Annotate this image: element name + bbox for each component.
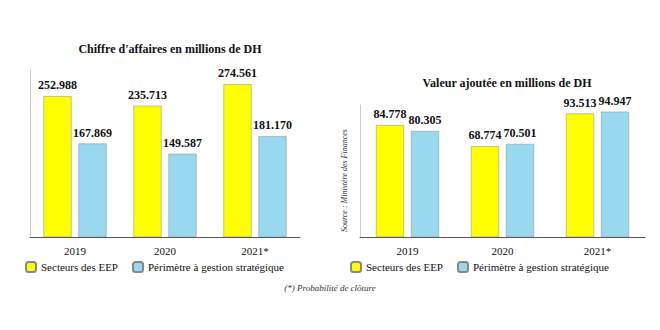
svg-text:84.778: 84.778 (374, 107, 407, 121)
svg-text:2021*: 2021* (584, 245, 612, 257)
svg-text:2020: 2020 (492, 245, 515, 257)
svg-text:167.869: 167.869 (73, 126, 112, 140)
svg-text:70.501: 70.501 (504, 126, 537, 140)
svg-text:Chiffre d'affaires en millions: Chiffre d'affaires en millions de DH (78, 42, 262, 56)
svg-text:93.513: 93.513 (564, 96, 597, 110)
svg-text:2019: 2019 (64, 245, 87, 257)
svg-text:94.947: 94.947 (599, 94, 632, 108)
svg-text:Secteurs des EEP: Secteurs des EEP (41, 261, 118, 273)
svg-text:2021*: 2021* (241, 245, 269, 257)
svg-text:Périmètre à gestion stratégiqu: Périmètre à gestion stratégique (473, 261, 609, 273)
svg-text:Secteurs des EEP: Secteurs des EEP (366, 261, 443, 273)
svg-text:181.170: 181.170 (253, 118, 292, 132)
svg-text:(*) Probabilité de clôture: (*) Probabilité de clôture (284, 283, 376, 293)
svg-text:Source : Ministère des Finance: Source : Ministère des Finances (340, 129, 349, 232)
svg-text:Valeur ajoutée en millions de: Valeur ajoutée en millions de DH (422, 76, 592, 90)
svg-text:235.713: 235.713 (128, 88, 167, 102)
svg-text:2019: 2019 (397, 245, 420, 257)
svg-text:274.561: 274.561 (218, 66, 257, 80)
svg-text:252.988: 252.988 (38, 78, 77, 92)
svg-text:149.587: 149.587 (163, 136, 202, 150)
svg-text:2020: 2020 (154, 245, 177, 257)
svg-text:68.774: 68.774 (469, 128, 502, 142)
svg-text:80.305: 80.305 (409, 113, 442, 127)
svg-text:Périmètre à gestion stratégiqu: Périmètre à gestion stratégique (148, 261, 284, 273)
